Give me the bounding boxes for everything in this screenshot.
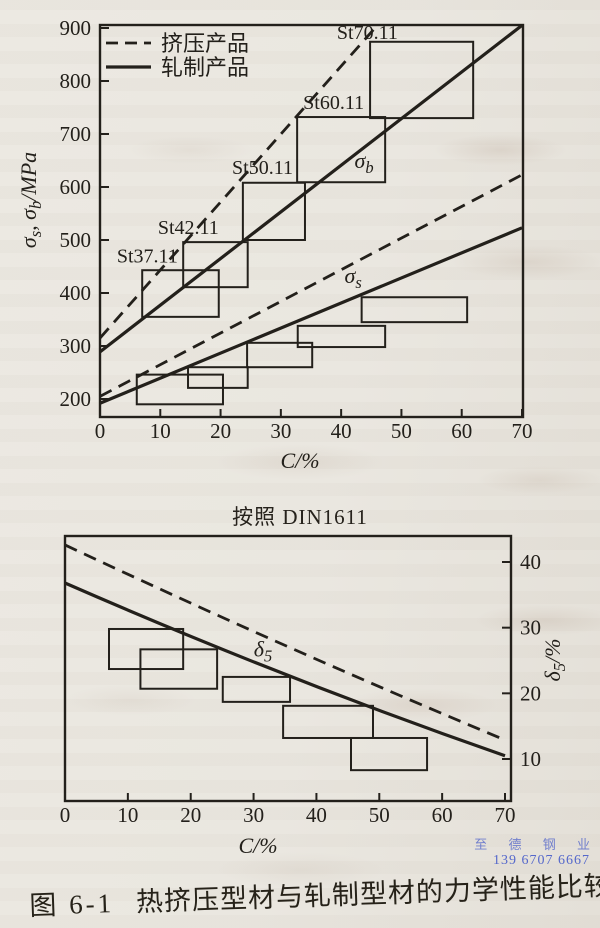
watermark: 至 德 钢 业 139 6707 6667	[430, 837, 590, 869]
range-box	[282, 704, 374, 739]
y-tick-label: 400	[60, 281, 92, 305]
range-box	[182, 241, 249, 289]
grade-label: St42.11	[158, 217, 219, 239]
range-box	[135, 373, 224, 406]
series-sigma-b-extruded	[98, 24, 379, 339]
range-box	[350, 736, 429, 772]
plot-border	[63, 534, 513, 803]
y-axis-title: σs, σb/MPa	[16, 152, 45, 248]
series-delta-rolled	[64, 581, 506, 758]
series-delta-extruded	[64, 543, 506, 742]
y-tick-label: 10	[520, 747, 541, 771]
y-tick-label: 800	[60, 69, 92, 93]
x-tick-label: 0	[95, 419, 106, 443]
grade-label: St50.11	[232, 157, 293, 179]
range-box	[241, 181, 306, 241]
curve-label: σs	[345, 263, 362, 292]
y-tick-label: 20	[520, 681, 541, 705]
x-tick-label: 70	[495, 803, 516, 827]
x-tick-label: 10	[117, 803, 138, 827]
range-box	[296, 116, 387, 184]
x-tick-label: 70	[512, 419, 533, 443]
watermark-phone-number: 139 6707 6667	[493, 853, 590, 868]
range-box	[141, 269, 220, 318]
range-box	[187, 366, 249, 389]
y-tick-label: 300	[60, 334, 92, 358]
y-axis-title: δ5/%	[540, 639, 569, 682]
y-tick-label: 600	[60, 175, 92, 199]
legend-label: 挤压产品	[161, 31, 249, 56]
y-tick-label: 30	[520, 616, 541, 640]
x-tick-label: 20	[210, 419, 231, 443]
x-tick-label: 50	[369, 803, 390, 827]
y-tick-label: 700	[60, 122, 92, 146]
x-tick-label: 50	[391, 419, 412, 443]
y-tick-label: 200	[60, 387, 92, 411]
figure-number: 图 6-1	[28, 888, 115, 922]
series-sigma-s-extruded	[99, 173, 523, 398]
x-tick-label: 20	[180, 803, 201, 827]
top-chart: 0 10 20 30 40 50 60 70 200 300 400 500 600 700 800 900 S…	[16, 16, 533, 473]
range-box	[360, 296, 469, 324]
range-box	[139, 648, 219, 690]
x-tick-label: 60	[451, 419, 472, 443]
grade-label: St37.11	[117, 245, 178, 267]
x-tick-label: 0	[60, 803, 71, 827]
x-tick-label: 30	[243, 803, 264, 827]
y-tick-label: 900	[60, 16, 92, 40]
x-axis-title: C/%	[238, 833, 277, 858]
range-box	[246, 341, 314, 369]
legend-label: 轧制产品	[161, 55, 249, 80]
y-tick-label: 40	[520, 550, 541, 574]
din-standard-note: 按照 DIN1611	[232, 505, 368, 529]
x-tick-label: 60	[432, 803, 453, 827]
grade-label: St70.11	[337, 22, 398, 44]
x-tick-label: 40	[331, 419, 352, 443]
plot-border	[98, 23, 525, 419]
series-sigma-b-rolled	[99, 24, 523, 354]
y-tick-label: 500	[60, 228, 92, 252]
range-box	[369, 40, 475, 120]
grade-label: St60.11	[303, 92, 364, 114]
curve-label: σb	[354, 148, 373, 177]
curve-label: δ5	[254, 637, 272, 666]
range-box	[221, 675, 292, 703]
x-axis-title: C/%	[280, 448, 319, 473]
x-tick-label: 40	[306, 803, 327, 827]
x-tick-label: 10	[150, 419, 171, 443]
range-box	[296, 324, 387, 349]
watermark-company-name: 至 德 钢 业	[474, 837, 599, 852]
bottom-chart: 0 10 20 30 40 50 60 70 10 20 30 40 δ5 C/% δ5/%	[60, 534, 569, 858]
x-tick-label: 30	[270, 419, 291, 443]
